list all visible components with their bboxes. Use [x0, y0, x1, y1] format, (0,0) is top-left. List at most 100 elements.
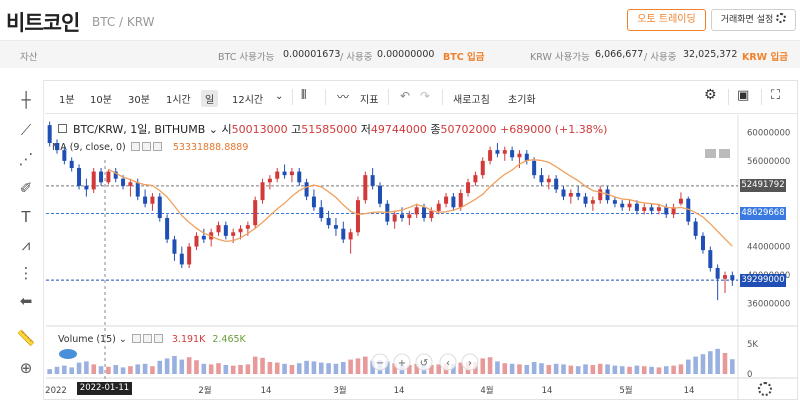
volume-label[interactable]: Volume (15)	[58, 334, 116, 345]
price-tag-upper: 52491792	[740, 179, 786, 193]
crosshair-icon[interactable]: ┼	[21, 91, 31, 109]
redo-icon[interactable]: ↷	[420, 89, 431, 103]
interval-12h[interactable]: 12시간	[232, 95, 264, 106]
settings-icon[interactable]	[141, 142, 151, 151]
candle-body	[201, 235, 206, 240]
undo-icon[interactable]: ↶	[400, 89, 411, 103]
btc-in-use-label: / 사용중	[340, 52, 373, 63]
volume-bar	[194, 360, 199, 374]
header: 비트코인 BTC / KRW 오토 트레이딩 거래화면 설정	[0, 0, 800, 40]
reset-view-icon[interactable]: ↺	[415, 353, 433, 371]
toolbar-divider	[292, 89, 293, 105]
volume-bar	[700, 354, 706, 374]
time-tick-label: 14	[394, 386, 405, 396]
candle-type-icon[interactable]: ⫴	[301, 88, 307, 103]
price-tag-lower: 48629668	[740, 207, 786, 220]
volume-bar	[458, 362, 464, 374]
candle-body	[502, 150, 507, 154]
collapse-icon[interactable]	[58, 124, 67, 133]
btc-deposit-link[interactable]: BTC 입금	[443, 52, 485, 63]
zoom-out-icon[interactable]: −	[371, 353, 389, 371]
candle-body	[546, 178, 551, 183]
eye-icon[interactable]	[130, 142, 140, 151]
candle-body	[590, 200, 595, 204]
auto-trading-button[interactable]: 오토 트레이딩	[627, 9, 706, 31]
fullscreen-icon[interactable]: ⛶	[771, 88, 781, 103]
back-arrow-icon[interactable]: ⬅	[19, 292, 33, 310]
candle-body	[532, 160, 537, 176]
scroll-right-icon[interactable]: ›	[461, 353, 479, 371]
time-tick-label: 3월	[333, 385, 346, 396]
volume-bar	[634, 365, 640, 374]
candle-body	[664, 207, 669, 215]
close-icon[interactable]	[152, 142, 162, 151]
pane-maximize-icon[interactable]	[719, 149, 730, 158]
chevron-down-icon[interactable]: ⌄	[205, 123, 222, 136]
candle-body	[179, 253, 184, 265]
interval-1m[interactable]: 1분	[59, 95, 75, 106]
indicator-button[interactable]: 지표	[360, 95, 379, 106]
high-label: 고	[291, 123, 302, 136]
zoom-in-icon[interactable]: +	[393, 353, 411, 371]
volume-tick-label: 0	[747, 370, 752, 380]
volume-bar	[54, 366, 60, 374]
volume-bar	[91, 364, 97, 374]
settings-icon[interactable]	[142, 334, 152, 343]
candle-body	[275, 171, 280, 179]
ma-line	[108, 159, 733, 247]
time-tick-label: 14	[684, 386, 695, 396]
volume-bar	[407, 365, 412, 374]
candle-body	[451, 196, 456, 208]
volume-bar	[656, 367, 662, 374]
interval-10m[interactable]: 10분	[90, 95, 112, 106]
candle-body	[297, 171, 302, 183]
volume-bar	[597, 363, 603, 374]
volume-bar	[208, 364, 214, 374]
volume-bar	[84, 361, 89, 374]
ma-value: 53331888.8889	[172, 142, 249, 153]
volume-value-2: 2.465K	[212, 334, 246, 345]
svg-text:−: −	[376, 358, 384, 369]
scroll-left-icon[interactable]: ‹	[439, 353, 457, 371]
chevron-down-icon[interactable]: ⌄	[115, 334, 130, 345]
candle-body	[157, 196, 162, 218]
zoom-in-icon[interactable]: ⊕	[19, 359, 33, 377]
fib-tool-icon[interactable]: ⋰	[18, 150, 34, 168]
text-tool-icon[interactable]: T	[21, 208, 31, 226]
trend-line-icon[interactable]: ⟋	[20, 121, 32, 139]
camera-icon[interactable]: ▣	[737, 88, 750, 103]
screen-settings-button[interactable]: 거래화면 설정	[711, 9, 796, 31]
interval-1d[interactable]: 일	[201, 90, 219, 107]
candle-body	[598, 189, 603, 201]
ma-label[interactable]: MA (9, close, 0)	[52, 142, 126, 153]
candle-body	[517, 153, 522, 158]
measure-tool-icon[interactable]: ⋮	[18, 264, 34, 282]
axis-settings-gear-icon[interactable]	[758, 382, 772, 396]
volume-bar	[363, 356, 368, 374]
reset-button[interactable]: 초기화	[508, 95, 536, 106]
candle-body	[326, 218, 331, 226]
refresh-button[interactable]: 새로고침	[453, 95, 490, 106]
symbol-label[interactable]: BTC/KRW, 1일, BITHUMB	[73, 123, 206, 136]
candle-body	[671, 207, 676, 215]
pattern-tool-icon[interactable]: ⩘	[21, 236, 31, 254]
open-value: 50013000	[231, 123, 288, 136]
volume-bar	[641, 366, 647, 374]
ruler-icon[interactable]: 📏	[16, 329, 36, 347]
indicator-icon[interactable]: 〰	[337, 90, 350, 104]
interval-30m[interactable]: 30분	[128, 95, 150, 106]
chevron-down-icon[interactable]: ⌄	[275, 91, 284, 102]
candle-body	[282, 171, 287, 176]
eye-icon[interactable]	[131, 334, 141, 343]
candle-body	[392, 214, 397, 222]
time-tick-label: 2월	[198, 385, 211, 396]
krw-deposit-link[interactable]: KRW 입금	[742, 52, 788, 63]
cloud-logo-icon	[59, 349, 77, 359]
close-icon[interactable]	[153, 334, 163, 343]
interval-1h[interactable]: 1시간	[166, 95, 191, 106]
volume-bar	[318, 362, 324, 374]
settings-gear-icon[interactable]: ⚙	[704, 87, 717, 103]
brush-icon[interactable]: ✐	[19, 179, 33, 197]
pane-down-icon[interactable]	[705, 149, 716, 158]
